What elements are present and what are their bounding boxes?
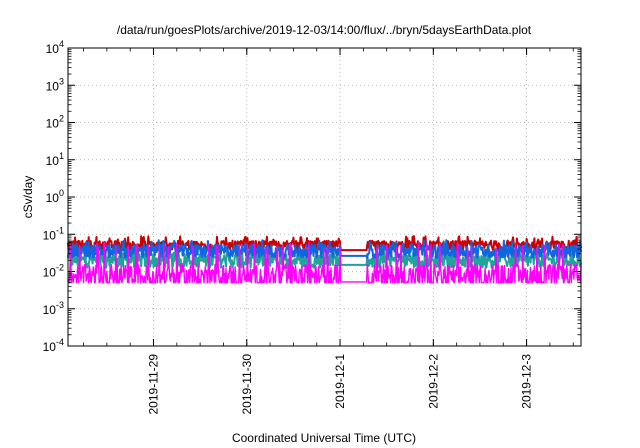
y-tick-label: 10-3 [43,300,64,317]
series-line [67,241,582,284]
y-tick-base: 10 [43,340,57,354]
y-tick-exponent: 1 [59,151,64,161]
x-tick-label: 2019-11-29 [147,354,161,415]
y-tick-label: 101 [46,151,64,168]
y-tick-label: 103 [46,76,64,93]
y-tick-base: 10 [46,154,60,168]
y-tick-base: 10 [46,79,60,93]
series-line [67,235,582,252]
y-tick-exponent: -1 [56,225,64,235]
y-tick-base: 10 [43,228,57,242]
y-tick-exponent: -4 [56,337,64,347]
x-tick-label: 2019-12-3 [520,354,534,409]
chart-title: /data/run/goesPlots/archive/2019-12-03/1… [117,23,532,37]
y-tick-label: 102 [46,114,64,131]
data-series [67,235,582,284]
y-tick-label: 10-4 [43,337,64,354]
y-tick-base: 10 [43,303,57,317]
y-tick-label: 100 [46,188,64,205]
y-tick-exponent: 0 [59,188,64,198]
y-tick-exponent: 2 [59,114,64,124]
x-tick-label: 2019-11-30 [240,354,254,415]
y-tick-label: 10-1 [43,225,64,242]
y-tick-exponent: -3 [56,300,64,310]
y-tick-exponent: 4 [59,39,64,49]
y-tick-label: 10-2 [43,263,64,280]
y-tick-base: 10 [46,191,60,205]
y-tick-base: 10 [46,42,60,56]
y-tick-base: 10 [43,266,57,280]
y-tick-label: 104 [46,39,64,56]
grid-lines [68,48,581,346]
y-tick-exponent: 3 [59,76,64,86]
y-axis-label: cSv/day [21,176,35,219]
x-tick-label: 2019-12-2 [426,354,440,409]
x-axis-ticks: 2019-11-29 2019-11-30 2019-12-1 2019-12-2 20… [83,48,574,415]
y-tick-exponent: -2 [56,263,64,273]
x-axis-label: Coordinated Universal Time (UTC) [232,431,416,445]
x-tick-label: 2019-12-1 [333,354,347,409]
y-tick-base: 10 [46,117,60,131]
